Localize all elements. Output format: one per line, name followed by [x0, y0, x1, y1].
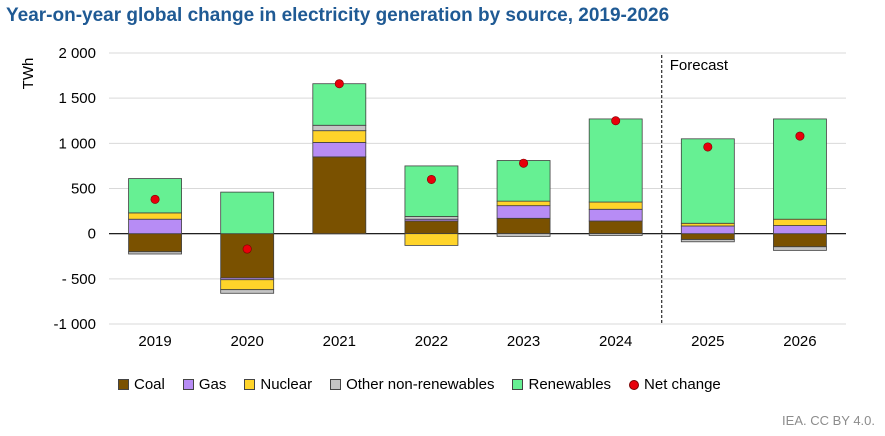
net-change-point-2020: [242, 244, 252, 254]
bar-coal-2020: [220, 233, 275, 279]
legend-item-net-change: Net change: [629, 376, 721, 393]
legend-item-nuclear: Nuclear: [244, 376, 312, 393]
bar-other-non-renewables-2024: [588, 233, 643, 236]
bar-renewables-2025: [680, 138, 735, 224]
bar-coal-2023: [496, 217, 551, 235]
legend-swatch-other-non-renewables: [330, 379, 342, 390]
bar-nuclear-2022: [404, 233, 459, 246]
bar-other-non-renewables-2025: [680, 239, 735, 243]
net-change-point-2024: [611, 116, 621, 126]
y-tick-label: 2 000: [58, 45, 96, 62]
bar-renewables-2022: [404, 165, 459, 217]
bar-nuclear-2023: [496, 200, 551, 207]
x-tick-label: 2024: [599, 333, 632, 350]
bar-other-non-renewables-2021: [312, 124, 367, 132]
legend-swatch-coal: [118, 379, 129, 390]
x-tick-label: 2019: [138, 333, 171, 350]
bar-coal-2022: [404, 220, 459, 235]
legend-label-renewables: Renewables: [528, 376, 612, 393]
x-tick-label: 2025: [691, 333, 724, 350]
source-credit: IEA. CC BY 4.0.: [782, 413, 875, 428]
y-tick-label: 0: [88, 226, 96, 243]
bar-renewables-2021: [312, 83, 367, 126]
legend-item-other-non-renewables: Other non-renewables: [330, 376, 494, 393]
net-change-point-2026: [795, 131, 805, 141]
bar-nuclear-2026: [773, 218, 827, 226]
bar-nuclear-2021: [312, 130, 367, 143]
legend-label-other-non-renewables: Other non-renewables: [346, 376, 495, 393]
legend-label-nuclear: Nuclear: [260, 376, 313, 393]
bar-gas-2026: [773, 225, 827, 235]
bar-coal-2019: [128, 233, 182, 253]
bar-other-non-renewables-2023: [496, 233, 551, 237]
bar-nuclear-2019: [128, 212, 182, 220]
net-change-point-2025: [703, 142, 713, 152]
bar-gas-2023: [496, 205, 551, 219]
net-change-point-2022: [426, 174, 436, 184]
bar-nuclear-2024: [588, 201, 643, 210]
bar-renewables-2020: [220, 191, 275, 235]
legend-label-coal: Coal: [134, 376, 165, 393]
bar-other-non-renewables-2019: [128, 251, 182, 255]
bar-other-non-renewables-2020: [220, 289, 275, 294]
bar-nuclear-2025: [680, 222, 735, 227]
bar-gas-2025: [680, 225, 735, 235]
legend-label-gas: Gas: [198, 376, 227, 393]
y-tick-label: - 500: [62, 271, 96, 288]
x-tick-label: 2021: [323, 333, 356, 350]
net-change-point-2019: [150, 194, 160, 204]
chart-area: 2 000 1 500 1 000 500 0 - 500 -1 000 TWh 2019 202…: [20, 45, 846, 350]
bar-renewables-2024: [588, 118, 643, 203]
legend-label-net-change: Net change: [644, 376, 721, 393]
bar-coal-2021: [312, 156, 367, 235]
legend-swatch-renewables: [512, 379, 524, 390]
chart-title: Year-on-year global change in electricit…: [6, 5, 670, 26]
net-change-point-2023: [519, 158, 529, 168]
net-change-point-2021: [334, 79, 344, 89]
legend-item-coal: Coal: [118, 376, 165, 393]
legend-item-gas: Gas: [182, 376, 227, 393]
bar-other-non-renewables-2026: [773, 246, 827, 251]
y-tick-label: 1 500: [58, 90, 96, 107]
x-tick-label: 2022: [415, 333, 448, 350]
bar-gas-2021: [312, 142, 367, 158]
bar-coal-2024: [588, 220, 643, 235]
bar-gas-2019: [128, 218, 182, 235]
legend-swatch-gas: [182, 379, 194, 390]
bar-coal-2025: [680, 233, 735, 240]
x-tick-label: 2026: [783, 333, 816, 350]
legend-item-renewables: Renewables: [512, 376, 611, 393]
y-tick-label: -1 000: [53, 316, 96, 333]
legend: Coal Gas Nuclear Other non-renewables Re…: [118, 376, 721, 393]
bar-nuclear-2020: [220, 279, 275, 291]
legend-swatch-nuclear: [244, 379, 256, 390]
y-tick-label: 1 000: [58, 135, 96, 152]
bar-gas-2024: [588, 208, 643, 222]
y-axis-label: TWh: [20, 58, 37, 90]
x-tick-label: 2020: [231, 333, 264, 350]
y-tick-label: 500: [71, 181, 96, 198]
legend-marker-net-change: [629, 379, 640, 390]
x-tick-label: 2023: [507, 333, 540, 350]
bar-coal-2026: [773, 233, 827, 248]
bar-other-non-renewables-2022: [404, 216, 459, 220]
forecast-label: Forecast: [670, 57, 729, 74]
